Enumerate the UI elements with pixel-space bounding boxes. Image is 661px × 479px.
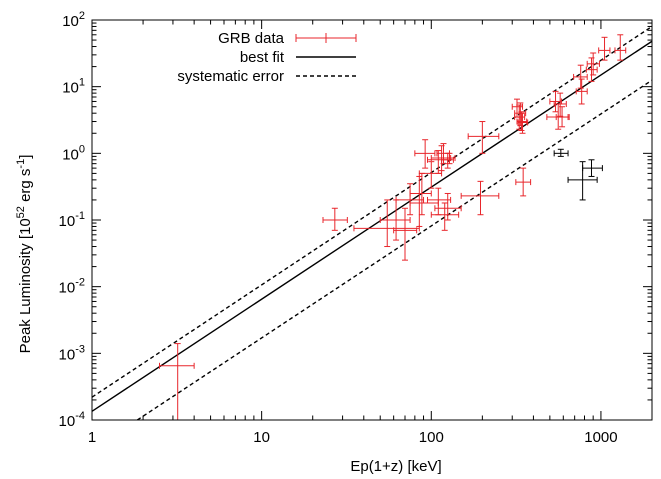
- y-tick-exp: -3: [75, 343, 85, 355]
- grb-data-point: [353, 199, 420, 248]
- x-tick-label: 1: [88, 429, 96, 446]
- y-tick-base: 10: [62, 80, 79, 97]
- y-tick-base: 10: [59, 413, 76, 430]
- y-tick-exp: -2: [75, 277, 85, 289]
- y-tick-label: 100: [62, 143, 85, 163]
- grb-data-point: [159, 343, 195, 420]
- grb-data-point: [414, 139, 436, 169]
- y-tick-label: 10-4: [59, 410, 85, 430]
- grb-data-point: [467, 121, 500, 154]
- grb-data-point: [586, 52, 600, 76]
- grb-data-point: [517, 112, 529, 134]
- y-label-suffix: ]: [17, 155, 34, 159]
- systematic-lower-line: [136, 79, 652, 420]
- legend: GRB data best fit systematic error: [177, 30, 357, 85]
- grb-data-point: [379, 199, 411, 241]
- y-tick-base: 10: [62, 13, 79, 30]
- x-axis-label: Ep(1+z) [keV]: [350, 458, 441, 475]
- y-tick-base: 10: [59, 346, 76, 363]
- y-tick-exp: 2: [79, 10, 85, 22]
- plot-frame: [91, 19, 653, 421]
- legend-sample-errorbar: [295, 33, 357, 43]
- x-tick-label: 100: [419, 429, 444, 446]
- x-tick-label: 10: [253, 429, 270, 446]
- y-label-exp2: -1: [15, 159, 27, 169]
- grb-data-point: [322, 207, 348, 231]
- grb-data-point: [555, 106, 569, 128]
- grb-data-point: [575, 78, 588, 105]
- y-tick-base: 10: [62, 146, 79, 163]
- grb-data-point: [553, 92, 567, 117]
- y-label-prefix: Peak Luminosity [10: [17, 218, 34, 353]
- outlier-data-point: [553, 148, 569, 157]
- outlier-data-point: [582, 159, 603, 177]
- grb-data-point: [614, 34, 627, 61]
- grb-data-point: [549, 90, 562, 113]
- grb-data-point: [573, 64, 588, 89]
- y-label-exp1: 52: [15, 206, 27, 218]
- legend-label: GRB data: [218, 30, 285, 47]
- grb-data-point: [430, 202, 460, 231]
- legend-label: best fit: [240, 49, 285, 66]
- y-tick-base: 10: [59, 280, 76, 297]
- best-fit-line: [92, 40, 652, 412]
- grb-data-point: [434, 192, 462, 221]
- y-tick-label: 101: [62, 77, 85, 97]
- data-layer: [92, 25, 652, 420]
- grb-data-point: [393, 207, 418, 261]
- y-tick-exp: 1: [79, 77, 85, 89]
- y-label-mid: erg s: [17, 169, 34, 207]
- y-tick-exp: -1: [75, 210, 85, 222]
- grb-data-point: [516, 111, 528, 132]
- grb-data-point: [515, 167, 532, 197]
- grb-data-point: [460, 180, 500, 216]
- x-tick-label: 1000: [584, 429, 617, 446]
- y-tick-exp: 0: [79, 143, 85, 155]
- y-tick-label: 10-1: [59, 210, 85, 230]
- grb-data-point: [598, 36, 611, 61]
- systematic-upper-line: [92, 25, 652, 398]
- y-tick-label: 10-2: [59, 277, 85, 297]
- legend-label: systematic error: [177, 68, 284, 85]
- y-axis-label: Peak Luminosity [1052 erg s-1]: [15, 155, 34, 354]
- plot-border: [91, 19, 653, 421]
- y-tick-label: 102: [62, 10, 85, 30]
- grb-data-point: [442, 152, 456, 165]
- y-tick-label: 10-3: [59, 343, 85, 363]
- y-tick-exp: -4: [75, 410, 85, 422]
- y-tick-base: 10: [59, 213, 76, 230]
